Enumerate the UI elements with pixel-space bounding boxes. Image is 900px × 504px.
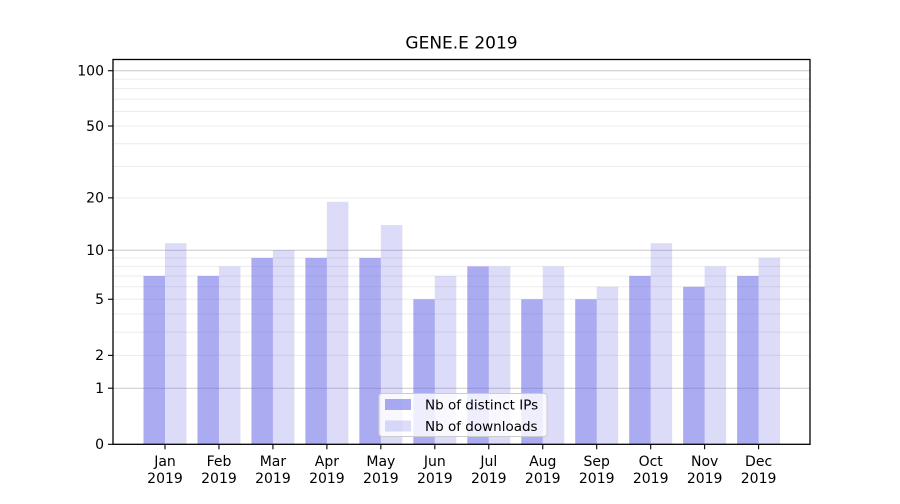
x-tick-label-year: 2019	[255, 471, 291, 487]
bar-downloads-aug	[542, 266, 565, 445]
bar-ips-nov	[683, 286, 705, 445]
x-tick-label-month: Jan	[153, 454, 176, 470]
x-tick-label-year: 2019	[471, 471, 507, 487]
bar-ips-dec	[737, 275, 759, 445]
y-tick-label: 100	[77, 64, 104, 80]
legend: Nb of distinct IPs Nb of downloads	[378, 393, 548, 437]
x-tick-label-year: 2019	[363, 471, 399, 487]
legend-swatch-downloads	[385, 420, 411, 432]
bar-ips-sep	[575, 299, 597, 445]
legend-label-distinct-ips: Nb of distinct IPs	[425, 398, 538, 414]
x-tick-label-year: 2019	[417, 471, 453, 487]
x-tick-label-month: Jul	[479, 454, 497, 470]
legend-label-downloads: Nb of downloads	[425, 419, 538, 435]
x-tick-label-month: May	[366, 454, 395, 470]
x-tick-label-month: Oct	[639, 454, 664, 470]
bar-ips-mar	[251, 257, 273, 445]
x-tick-label-year: 2019	[633, 471, 669, 487]
bar-downloads-may	[380, 225, 403, 445]
legend-box	[378, 393, 548, 437]
bar-ips-apr	[305, 257, 327, 445]
y-tick-label: 20	[86, 191, 104, 207]
x-tick-label-year: 2019	[579, 471, 615, 487]
x-tick-label-month: Feb	[207, 454, 232, 470]
y-tick-label: 10	[86, 243, 104, 259]
bar-downloads-oct	[650, 243, 673, 445]
x-tick-label-year: 2019	[741, 471, 777, 487]
x-tick-label-month: Mar	[260, 454, 287, 470]
bar-downloads-feb	[218, 266, 241, 445]
y-tick-label: 50	[86, 119, 104, 135]
bar-downloads-nov	[704, 266, 727, 445]
x-tick-label-month: Jun	[423, 454, 446, 470]
x-tick-label-year: 2019	[201, 471, 237, 487]
x-tick-label-month: Dec	[745, 454, 772, 470]
bar-downloads-apr	[326, 201, 349, 445]
bar-downloads-mar	[272, 250, 295, 445]
legend-swatch-distinct-ips	[385, 399, 411, 410]
x-tick-label-month: Nov	[691, 454, 718, 470]
x-tick-label-year: 2019	[687, 471, 723, 487]
chart-title: GENE.E 2019	[405, 34, 517, 54]
plot-border	[112, 58, 811, 445]
bar-downloads-sep	[596, 286, 619, 445]
x-tick-label-month: Apr	[315, 454, 339, 470]
x-tick-label-month: Sep	[584, 454, 611, 470]
x-tick-label-year: 2019	[147, 471, 183, 487]
bar-downloads-dec	[758, 257, 781, 445]
x-tick-label-month: Aug	[529, 454, 556, 470]
gridlines	[113, 70, 810, 389]
bar-ips-jan	[143, 275, 165, 445]
bar-ips-may	[359, 257, 381, 445]
y-tick-label: 0	[95, 437, 104, 453]
y-tick-label: 1	[95, 381, 104, 397]
axis-ticks-and-labels: 0125102050100Jan2019Feb2019Mar2019Apr201…	[77, 64, 776, 487]
bar-ips-oct	[629, 275, 651, 445]
x-tick-label-year: 2019	[309, 471, 345, 487]
bar-downloads-jan	[165, 243, 187, 445]
bar-ips-feb	[197, 275, 219, 445]
x-tick-label-year: 2019	[525, 471, 561, 487]
y-tick-label: 2	[95, 348, 104, 364]
y-tick-label: 5	[95, 292, 104, 308]
